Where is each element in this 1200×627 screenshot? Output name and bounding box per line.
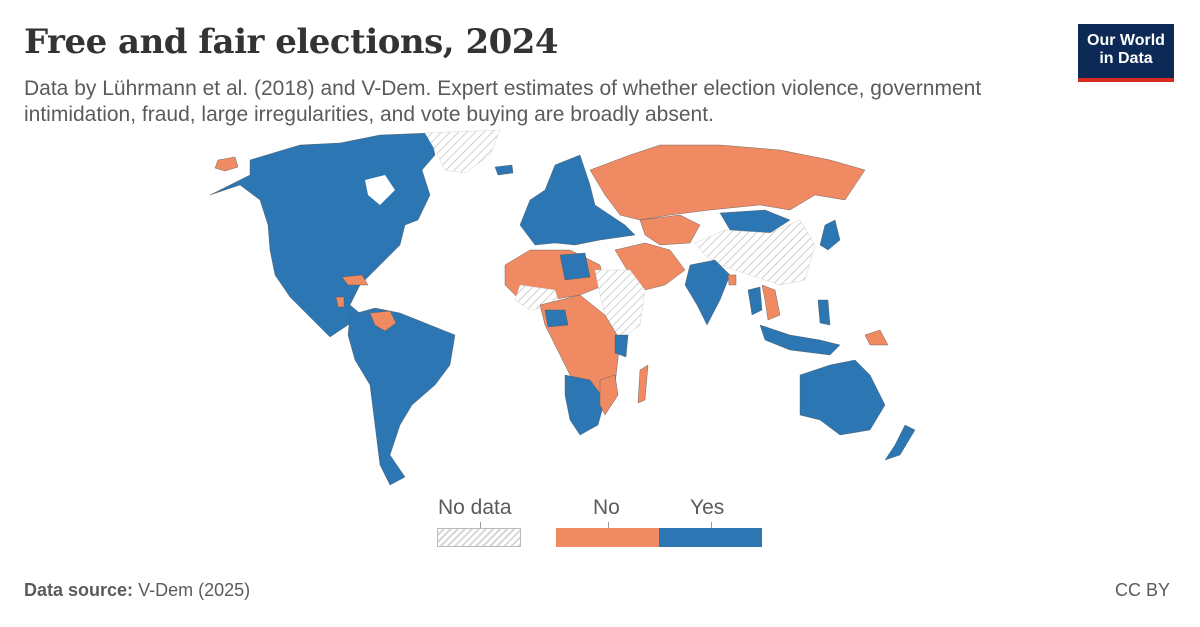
region-hudson-bay — [365, 175, 395, 205]
region-russia[interactable] — [589, 144, 866, 221]
region-nicaragua[interactable] — [335, 296, 345, 308]
region-indonesia[interactable] — [759, 324, 841, 356]
legend-no-data-label: No data — [438, 496, 512, 519]
region-thailand[interactable] — [747, 286, 763, 316]
data-source: Data source: V-Dem (2025) — [24, 580, 250, 601]
region-nigeria[interactable] — [544, 309, 569, 328]
region-philippines[interactable] — [817, 299, 831, 326]
legend-swatch-no[interactable] — [556, 528, 659, 547]
region-greenland[interactable] — [424, 129, 501, 174]
legend-yes-tick — [711, 522, 712, 528]
region-india[interactable] — [684, 259, 731, 326]
region-madagascar[interactable] — [637, 364, 649, 404]
legend-yes-label: Yes — [690, 496, 725, 519]
chart-subtitle: Data by Lührmann et al. (2018) and V-Dem… — [24, 77, 982, 126]
region-libya[interactable] — [559, 252, 591, 281]
region-vietnam-laos[interactable] — [761, 284, 781, 321]
region-kenya[interactable] — [614, 334, 629, 358]
region-png[interactable] — [864, 329, 889, 346]
region-alaska[interactable] — [214, 156, 239, 172]
data-source-link[interactable]: V-Dem (2025) — [138, 580, 251, 600]
world-map[interactable] — [100, 125, 1100, 495]
region-bangladesh[interactable] — [727, 274, 737, 286]
region-venezuela[interactable] — [369, 310, 397, 332]
legend-no-data-tick — [480, 522, 481, 528]
region-south-america[interactable] — [347, 307, 456, 486]
region-new-zealand[interactable] — [884, 424, 916, 461]
owid-logo[interactable]: Our World in Data — [1078, 24, 1174, 82]
region-japan[interactable] — [819, 219, 841, 251]
chart-title: Free and fair elections, 2024 — [24, 22, 559, 62]
region-mozambique[interactable] — [599, 374, 619, 416]
data-source-label: Data source: — [24, 580, 134, 600]
legend-no-tick — [608, 522, 609, 528]
legend-swatch-yes[interactable] — [659, 528, 762, 547]
region-australia[interactable] — [799, 359, 886, 436]
region-iceland[interactable] — [494, 164, 514, 176]
region-southern-africa[interactable] — [564, 374, 606, 436]
logo-line-2: in Data — [1099, 50, 1153, 67]
region-central-asia-no[interactable] — [639, 214, 701, 246]
logo-line-1: Our World — [1087, 32, 1165, 49]
region-north-america[interactable] — [209, 132, 436, 338]
legend-swatch-no-data[interactable] — [437, 528, 521, 547]
region-sudan-somalia-nodata[interactable] — [594, 269, 646, 341]
region-mongolia[interactable] — [719, 209, 791, 234]
region-europe[interactable] — [519, 154, 636, 246]
region-cuba[interactable] — [341, 274, 369, 286]
legend-no-label: No — [593, 496, 620, 519]
map-legend: No data No Yes — [420, 492, 800, 562]
license-link[interactable]: CC BY — [1114, 580, 1170, 600]
